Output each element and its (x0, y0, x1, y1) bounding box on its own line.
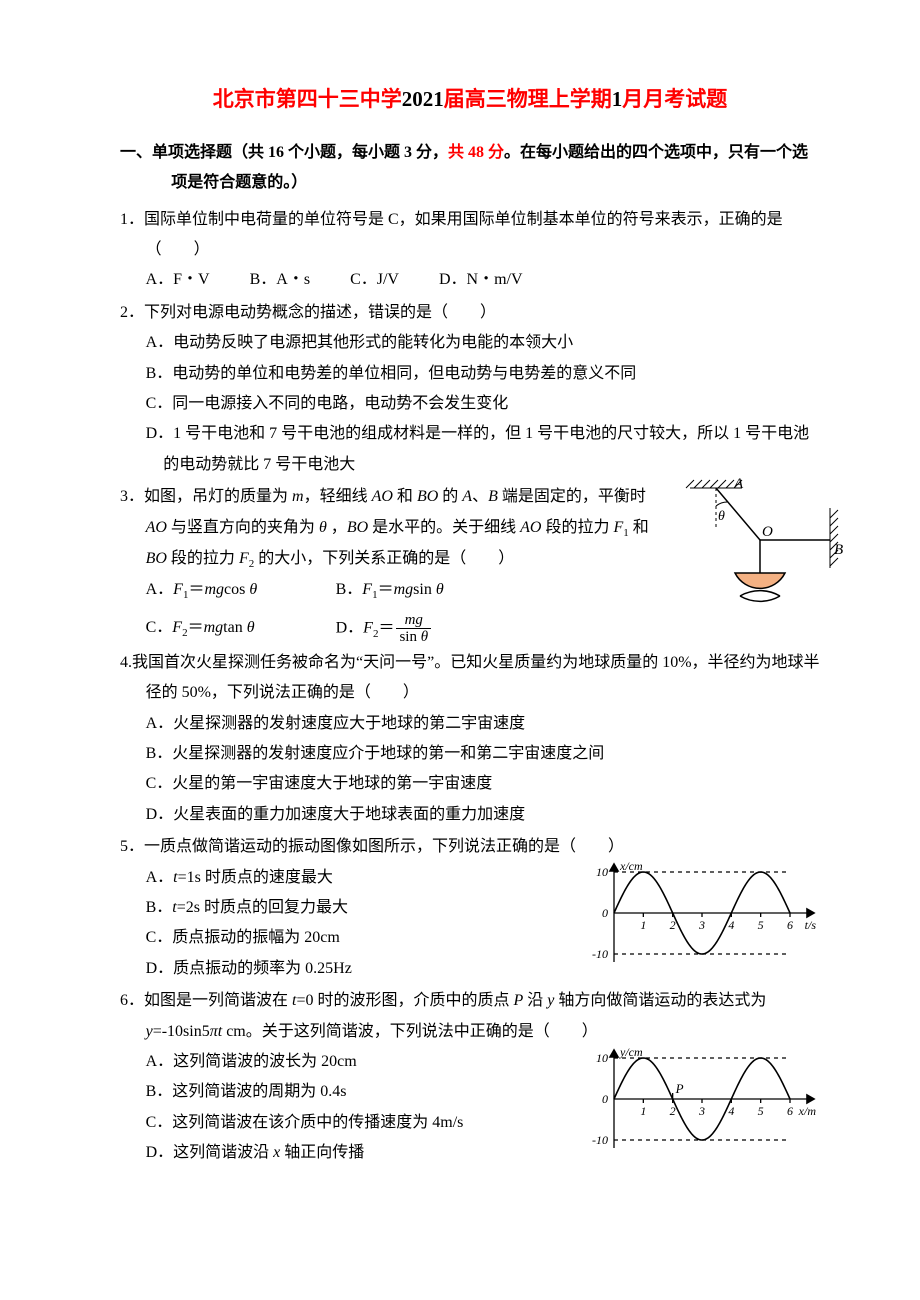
q4-opt-b: B．火星探测器的发射速度应介于地球的第一和第二宇宙速度之间 (120, 739, 820, 769)
fig-label-a: A (733, 478, 744, 492)
svg-text:-10: -10 (592, 947, 608, 961)
q4-stem: 4.我国首次火星探测任务被命名为“天问一号”。已知火星质量约为地球质量的 10%… (120, 648, 820, 709)
section-lead: 一、单项选择题（共 16 个小题，每小题 3 分， (120, 144, 448, 161)
question-6: 10 0 -10 y/cm x/m 1 2 3 4 5 6 P 6．如图是一列简谐波在 t=0 时的波… (120, 986, 820, 1168)
q6-stem: 6．如图是一列简谐波在 t=0 时的波形图，介质中的质点 P 沿 y 轴方向做简… (120, 986, 820, 1047)
svg-text:5: 5 (758, 918, 764, 932)
svg-text:0: 0 (602, 1092, 608, 1106)
title-part-d: 1 (612, 87, 623, 111)
fig-label-o: O (762, 524, 773, 540)
svg-text:4: 4 (728, 918, 734, 932)
question-3: A θ O B 3．如图，吊灯的质量为 m，轻细线 AO 和 BO 的 A、B … (120, 482, 820, 646)
q2-opt-a: A．电动势反映了电源把其他形式的能转化为电能的本领大小 (120, 328, 820, 358)
svg-text:1: 1 (640, 1104, 646, 1118)
title-part-a: 北京市第四十三中学 (213, 87, 402, 111)
q4-opt-c: C．火星的第一宇宙速度大于地球的第一宇宙速度 (120, 769, 820, 799)
svg-text:10: 10 (596, 1051, 608, 1065)
svg-text:y/cm: y/cm (619, 1045, 643, 1059)
q1-options: A．F・V B．A・s C．J/V D．N・m/V (120, 265, 820, 295)
q1-opt-d: D．N・m/V (439, 265, 523, 295)
svg-text:0: 0 (602, 906, 608, 920)
title-part-e: 月月考试题 (622, 87, 727, 111)
q4-opt-a: A．火星探测器的发射速度应大于地球的第二宇宙速度 (120, 709, 820, 739)
fig-label-theta: θ (718, 509, 725, 524)
title-part-c: 届高三物理上学期 (444, 87, 612, 111)
section-heading: 一、单项选择题（共 16 个小题，每小题 3 分，共 48 分。在每小题给出的四… (120, 138, 820, 199)
q5-chart: 10 0 -10 x/cm t/s 1 2 3 4 5 6 (580, 858, 820, 968)
q2-opt-c: C．同一电源接入不同的电路，电动势不会发生变化 (120, 389, 820, 419)
fig-label-b: B (834, 542, 843, 558)
section-score: 共 48 分 (448, 144, 504, 161)
exam-page: 北京市第四十三中学2021届高三物理上学期1月月考试题 一、单项选择题（共 16… (0, 0, 920, 1300)
question-2: 2．下列对电源电动势概念的描述，错误的是（ ） A．电动势反映了电源把其他形式的… (120, 298, 820, 480)
svg-text:x/cm: x/cm (619, 859, 643, 873)
title-part-b: 2021 (402, 87, 444, 111)
q2-opt-d: D．1 号干电池和 7 号干电池的组成材料是一样的，但 1 号干电池的尺寸较大，… (120, 419, 820, 480)
question-4: 4.我国首次火星探测任务被命名为“天问一号”。已知火星质量约为地球质量的 10%… (120, 648, 820, 830)
q2-stem: 2．下列对电源电动势概念的描述，错误的是（ ） (120, 298, 820, 328)
svg-text:t/s: t/s (805, 918, 817, 932)
question-1: 1．国际单位制中电荷量的单位符号是 C，如果用国际单位制基本单位的符号来表示，正… (120, 205, 820, 296)
svg-text:10: 10 (596, 865, 608, 879)
svg-text:-10: -10 (592, 1133, 608, 1147)
question-5: 100-10x/cmt/s123456 5．一质点做简谐运动的振动图像如图所示，… (120, 832, 820, 984)
q3-opt-d: D．F2＝mgsin θ (336, 612, 526, 646)
svg-text:3: 3 (698, 1104, 705, 1118)
svg-text:P: P (675, 1081, 684, 1096)
svg-text:4: 4 (728, 1104, 734, 1118)
q1-stem: 1．国际单位制中电荷量的单位符号是 C，如果用国际单位制基本单位的符号来表示，正… (120, 205, 820, 266)
q4-opt-d: D．火星表面的重力加速度大于地球表面的重力加速度 (120, 800, 820, 830)
svg-text:6: 6 (787, 918, 793, 932)
q3-opt-b: B．F1＝mgsin θ (336, 575, 526, 606)
svg-text:2: 2 (670, 1104, 676, 1118)
q1-opt-b: B．A・s (250, 265, 310, 295)
q3-opt-c: C．F2＝mgtan θ (146, 613, 336, 644)
svg-text:2: 2 (670, 918, 676, 932)
q2-opt-b: B．电动势的单位和电势差的单位相同，但电动势与电势差的意义不同 (120, 359, 820, 389)
q1-opt-a: A．F・V (146, 265, 210, 295)
svg-text:5: 5 (758, 1104, 764, 1118)
q6-chart: 10 0 -10 y/cm x/m 1 2 3 4 5 6 P (580, 1044, 820, 1154)
page-title: 北京市第四十三中学2021届高三物理上学期1月月考试题 (120, 80, 820, 120)
svg-text:3: 3 (698, 918, 705, 932)
q3-opt-a: A．F1＝mgcos θ (146, 575, 336, 606)
svg-text:x/m: x/m (798, 1104, 817, 1118)
q1-opt-c: C．J/V (350, 265, 399, 295)
svg-text:1: 1 (640, 918, 646, 932)
q3-figure: A θ O B (680, 478, 850, 628)
svg-text:6: 6 (787, 1104, 793, 1118)
